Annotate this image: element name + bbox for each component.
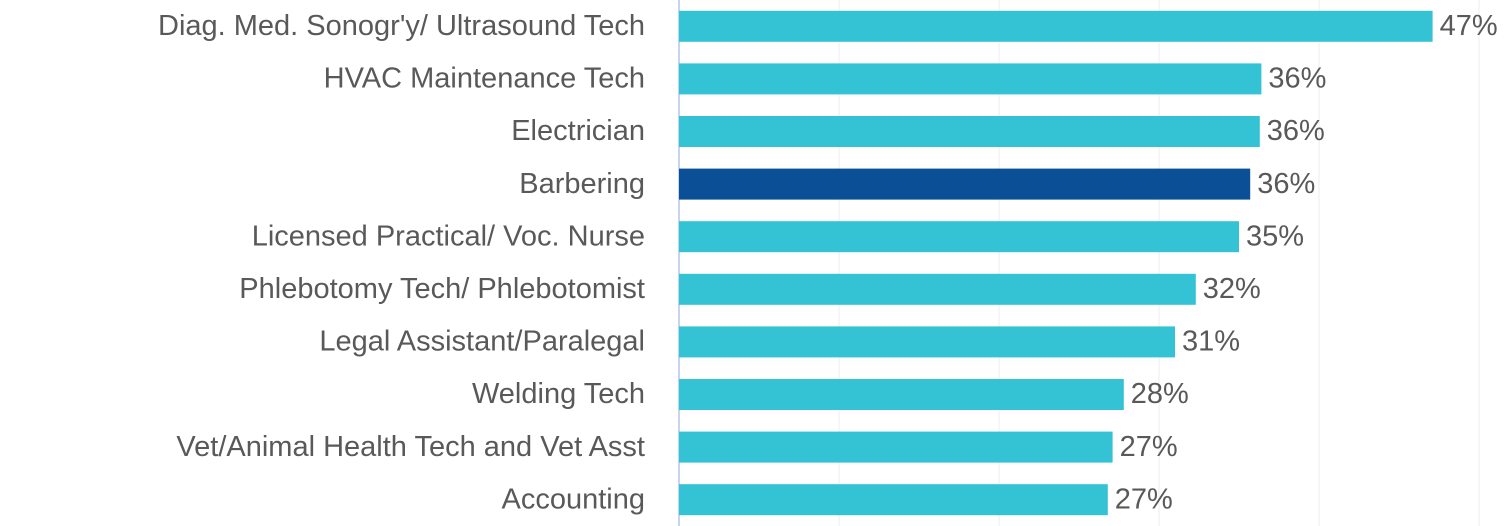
data-label: 36% (1267, 115, 1325, 147)
data-label: 27% (1115, 483, 1173, 515)
bar (679, 431, 1113, 463)
category-label: Phlebotomy Tech/ Phlebotomist (239, 273, 645, 305)
bar (679, 221, 1239, 253)
category-label: Diag. Med. Sonogr'y/ Ultrasound Tech (158, 10, 645, 42)
data-label: 28% (1131, 378, 1189, 410)
category-label: Welding Tech (472, 378, 645, 410)
bar (679, 116, 1260, 147)
bar (679, 10, 1433, 42)
bar (679, 63, 1262, 95)
data-label: 35% (1246, 220, 1304, 252)
bar (679, 379, 1124, 410)
category-label: Licensed Practical/ Voc. Nurse (252, 220, 645, 252)
data-label: 36% (1268, 63, 1326, 95)
bar (679, 484, 1108, 516)
category-label: HVAC Maintenance Tech (324, 63, 645, 95)
data-label: 27% (1120, 431, 1178, 463)
data-label: 32% (1203, 273, 1261, 305)
bar (679, 168, 1251, 200)
data-label: 36% (1257, 168, 1315, 200)
bar (679, 326, 1175, 358)
category-label: Legal Assistant/Paralegal (319, 326, 645, 358)
data-label: 47% (1440, 10, 1498, 42)
category-label: Barbering (519, 168, 645, 200)
category-label: Accounting (502, 483, 646, 515)
bar (679, 273, 1196, 305)
category-label: Electrician (511, 115, 645, 147)
data-label: 31% (1182, 326, 1240, 358)
category-label: Vet/Animal Health Tech and Vet Asst (176, 431, 645, 463)
